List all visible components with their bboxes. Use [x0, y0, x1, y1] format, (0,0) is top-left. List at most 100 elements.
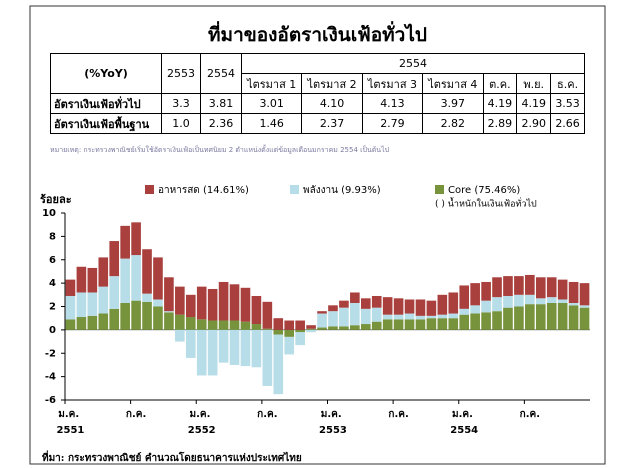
bar-segment	[240, 329, 251, 367]
bar-segment	[295, 332, 305, 346]
title: ที่มาของอัตราเงินเฟ้อทั่วไป	[208, 24, 427, 46]
table-cell: 2.79	[361, 113, 424, 134]
source: ที่มา: กระทรวงพาณิชย์ คำนวณโดยธนาคารแห่ง…	[42, 453, 302, 464]
bar-segment	[65, 279, 76, 296]
x-tick-label: ม.ค. 2553	[319, 409, 347, 436]
bar-segment	[196, 329, 207, 376]
y-tick-label: 8	[49, 231, 56, 242]
bar-segment	[87, 315, 98, 330]
bar-segment	[535, 298, 546, 305]
table-cell: 4.10	[301, 93, 363, 114]
y-tick-label: -4	[45, 372, 56, 383]
bar-segment	[98, 257, 109, 287]
bar-segment	[350, 325, 360, 330]
bar-segment	[328, 305, 338, 312]
bar-segment	[371, 295, 382, 308]
bar-segment	[393, 314, 404, 320]
bar-segment	[382, 319, 393, 330]
table-cell: 1.0	[161, 113, 201, 134]
bar-segment	[339, 326, 349, 330]
bar-segment	[153, 299, 163, 307]
bar-segment	[503, 307, 513, 330]
x-tick-label: ก.ค.	[126, 409, 146, 420]
bar-segment	[207, 288, 218, 321]
bar-segment	[382, 297, 393, 315]
bar-segment	[218, 320, 229, 330]
bar-segment	[415, 299, 426, 316]
bar-segment	[437, 314, 448, 319]
bar-segment	[568, 302, 579, 306]
bar-segment	[437, 294, 448, 315]
bar-segment	[360, 308, 371, 325]
y-tick-label: 4	[49, 278, 56, 289]
bar-segment	[481, 312, 491, 330]
bar-segment	[109, 308, 120, 330]
table-cell: 3.97	[422, 93, 484, 114]
y-axis-label: ร้อยละ	[40, 193, 72, 206]
bar-segment	[568, 281, 579, 303]
header-cell: 2553	[161, 53, 201, 94]
annotation: ( ) น้ำหนักในเงินเฟ้อทั่วไป	[435, 197, 537, 210]
bar-segment	[339, 300, 349, 308]
bar-segment	[120, 258, 130, 303]
bar-segment	[339, 307, 349, 327]
bar-segment	[164, 311, 174, 313]
bar-segment	[426, 300, 437, 316]
table-cell: 4.19	[482, 93, 518, 114]
bar-segment	[546, 277, 557, 298]
header-cell: 2554	[200, 53, 242, 94]
bar-segment	[120, 302, 130, 330]
bar-segment	[284, 336, 295, 355]
table-cell: อัตราเงินเฟ้อทั่วไป	[50, 93, 162, 114]
bar-segment	[65, 319, 76, 330]
bar-segment	[470, 283, 480, 306]
bar-segment	[470, 313, 480, 330]
bar-segment	[76, 317, 87, 330]
bar-segment	[492, 311, 502, 330]
y-tick-label: -6	[45, 395, 56, 406]
x-tick-label: ก.ค.	[520, 409, 540, 420]
bar-segment	[65, 295, 76, 320]
bar-segment	[481, 300, 491, 313]
y-tick-label: 6	[49, 255, 56, 266]
bar-segment	[229, 284, 240, 321]
bar-segment	[251, 295, 262, 325]
bar-segment	[153, 306, 163, 330]
bar-segment	[175, 329, 185, 342]
table-cell: 3.53	[550, 93, 585, 114]
bar-segment	[503, 276, 513, 296]
bar-segment	[218, 281, 229, 321]
bar-segment	[295, 320, 305, 330]
bar-segment	[371, 321, 382, 330]
bar-segment	[382, 314, 393, 320]
bar-segment	[514, 276, 524, 295]
bar-segment	[164, 277, 174, 312]
bar-segment	[306, 328, 316, 330]
bar-segment	[164, 312, 174, 330]
bar-segment	[306, 325, 316, 329]
bar-segment	[426, 315, 437, 319]
bar-segment	[371, 307, 382, 322]
bar-segment	[546, 302, 557, 330]
bar-segment	[207, 329, 218, 376]
bar-segment	[262, 328, 273, 330]
bar-segment	[415, 319, 426, 330]
bar-segment	[579, 305, 590, 308]
y-tick-label: 0	[49, 325, 56, 336]
bar-segment	[404, 299, 415, 314]
bar-segment	[306, 329, 316, 333]
bar-segment	[525, 274, 535, 295]
y-tick-label: 2	[49, 302, 56, 313]
bar-segment	[240, 287, 251, 322]
header-cell: ไตรมาส 3	[361, 73, 424, 94]
bar-segment	[535, 277, 546, 299]
bar-segment	[131, 222, 141, 256]
bar-segment	[448, 318, 459, 330]
bar-segment	[535, 304, 546, 330]
legend-swatch	[290, 185, 299, 194]
bar-segment	[360, 324, 371, 330]
header-cell: 2554	[241, 53, 585, 74]
bar-segment	[262, 301, 273, 329]
legend-label: Core (75.46%)	[448, 185, 520, 196]
